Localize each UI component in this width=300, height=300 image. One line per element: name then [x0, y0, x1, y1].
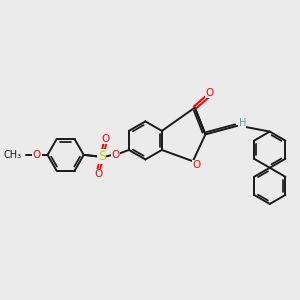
Text: CH₃: CH₃ [4, 150, 22, 160]
Text: O: O [94, 169, 103, 179]
Text: O: O [33, 150, 41, 160]
Text: O: O [112, 150, 120, 160]
Text: O: O [192, 160, 200, 170]
Text: H: H [238, 118, 246, 128]
Text: S: S [98, 150, 106, 163]
Text: O: O [206, 88, 214, 98]
Text: O: O [101, 134, 109, 144]
